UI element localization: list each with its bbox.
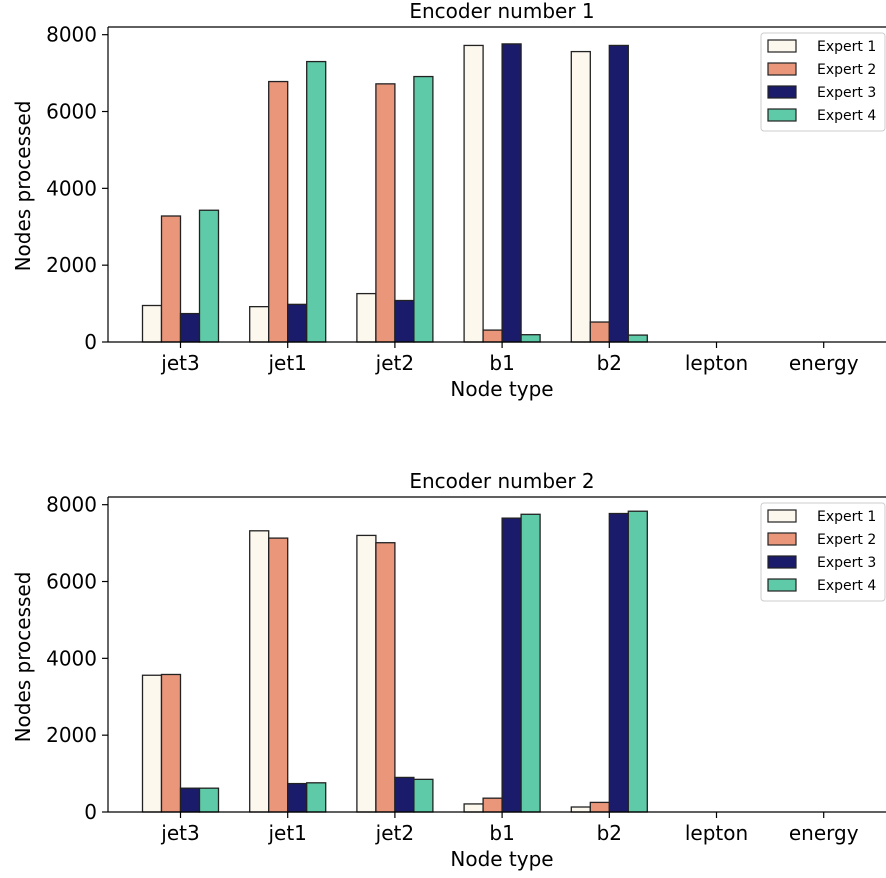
chart-title: Encoder number 2 xyxy=(409,469,594,493)
y-tick-label: 6000 xyxy=(46,570,97,594)
legend-label: Expert 4 xyxy=(817,108,876,124)
chart-title: Encoder number 1 xyxy=(409,0,594,23)
y-axis-label: Nodes processed xyxy=(11,572,35,743)
y-tick-label: 2000 xyxy=(46,723,97,747)
bar xyxy=(608,512,629,813)
bar xyxy=(520,334,541,343)
bar xyxy=(627,334,648,343)
legend-box xyxy=(760,32,886,132)
legend-swatch xyxy=(767,85,797,99)
bar xyxy=(179,787,201,813)
bar xyxy=(141,304,163,343)
x-tick-label: lepton xyxy=(685,821,748,845)
bar xyxy=(501,517,522,813)
y-tick-label: 0 xyxy=(84,330,97,354)
legend-swatch xyxy=(767,39,797,53)
bar xyxy=(463,803,484,813)
x-tick-label: b2 xyxy=(597,351,622,375)
bar xyxy=(463,44,484,343)
y-tick-label: 6000 xyxy=(46,100,97,124)
legend: Expert 1 Expert 2 Expert 3 Expert 4 xyxy=(760,32,886,132)
y-axis-label: Nodes processed xyxy=(11,101,35,272)
bar xyxy=(589,801,610,813)
legend-label: Expert 2 xyxy=(817,62,876,78)
x-tick-label: b1 xyxy=(489,351,514,375)
legend-label: Expert 1 xyxy=(817,39,876,55)
bar xyxy=(482,329,503,343)
x-tick-label: energy xyxy=(789,351,859,375)
bar xyxy=(394,776,415,813)
y-tick-label: 0 xyxy=(84,800,97,824)
x-tick-label: jet2 xyxy=(375,821,414,845)
legend-box xyxy=(760,502,886,602)
plot-area: 0 2000 4000 6000 8000 jet3 jet1 jet2 b1 b2 lepton e… xyxy=(46,23,886,375)
legend-swatch xyxy=(767,578,797,592)
legend: Expert 1 Expert 2 Expert 3 Expert 4 xyxy=(760,502,886,602)
bar xyxy=(356,534,377,813)
bar xyxy=(570,806,591,813)
bar xyxy=(375,542,396,813)
bar xyxy=(160,215,182,343)
chart-panel-2: Encoder number 2 Node type Nodes process… xyxy=(11,469,886,871)
bar xyxy=(268,537,289,813)
legend-swatch xyxy=(767,62,797,76)
bar xyxy=(160,673,182,813)
bar xyxy=(375,83,396,343)
legend-swatch xyxy=(767,532,797,546)
x-tick-label: jet3 xyxy=(160,821,199,845)
x-tick-label: jet1 xyxy=(267,351,306,375)
plot-area: 0 2000 4000 6000 8000 jet3 jet1 jet2 b1 b2 lepton e… xyxy=(46,493,886,845)
bar xyxy=(268,80,289,343)
y-tick-label: 4000 xyxy=(46,646,97,670)
x-axis-label: Node type xyxy=(450,847,553,871)
y-tick-label: 8000 xyxy=(46,23,97,47)
y-tick-label: 4000 xyxy=(46,176,97,200)
legend-swatch xyxy=(767,509,797,523)
chart-panel-1: Encoder number 1 Node type Nodes process… xyxy=(11,0,886,401)
bar xyxy=(179,312,201,343)
x-tick-label: jet3 xyxy=(160,351,199,375)
bar xyxy=(249,306,270,343)
legend-label: Expert 3 xyxy=(817,85,876,101)
bar xyxy=(413,75,434,343)
bar xyxy=(287,782,308,813)
bar xyxy=(501,43,522,343)
x-tick-label: b2 xyxy=(597,821,622,845)
bar xyxy=(589,321,610,343)
legend-swatch xyxy=(767,555,797,569)
x-tick-label: lepton xyxy=(685,351,748,375)
bar xyxy=(141,674,163,813)
bar xyxy=(627,510,648,813)
bar xyxy=(356,292,377,343)
legend-label: Expert 1 xyxy=(817,509,876,525)
bar xyxy=(413,778,434,813)
bar xyxy=(306,60,327,343)
bar xyxy=(249,530,270,813)
x-tick-label: energy xyxy=(789,821,859,845)
bar xyxy=(570,50,591,343)
y-tick-label: 8000 xyxy=(46,493,97,517)
legend-label: Expert 2 xyxy=(817,532,876,548)
bar xyxy=(520,513,541,813)
legend-label: Expert 4 xyxy=(817,578,876,594)
bar xyxy=(482,797,503,813)
legend-label: Expert 3 xyxy=(817,555,876,571)
bar xyxy=(198,787,220,813)
bar xyxy=(306,782,327,813)
x-tick-label: b1 xyxy=(489,821,514,845)
y-tick-label: 2000 xyxy=(46,253,97,277)
legend-swatch xyxy=(767,108,797,122)
bar xyxy=(608,44,629,343)
x-tick-label: jet1 xyxy=(267,821,306,845)
bar xyxy=(198,209,220,343)
bar xyxy=(394,299,415,343)
bar xyxy=(287,303,308,343)
x-axis-label: Node type xyxy=(450,377,553,401)
x-tick-label: jet2 xyxy=(375,351,414,375)
